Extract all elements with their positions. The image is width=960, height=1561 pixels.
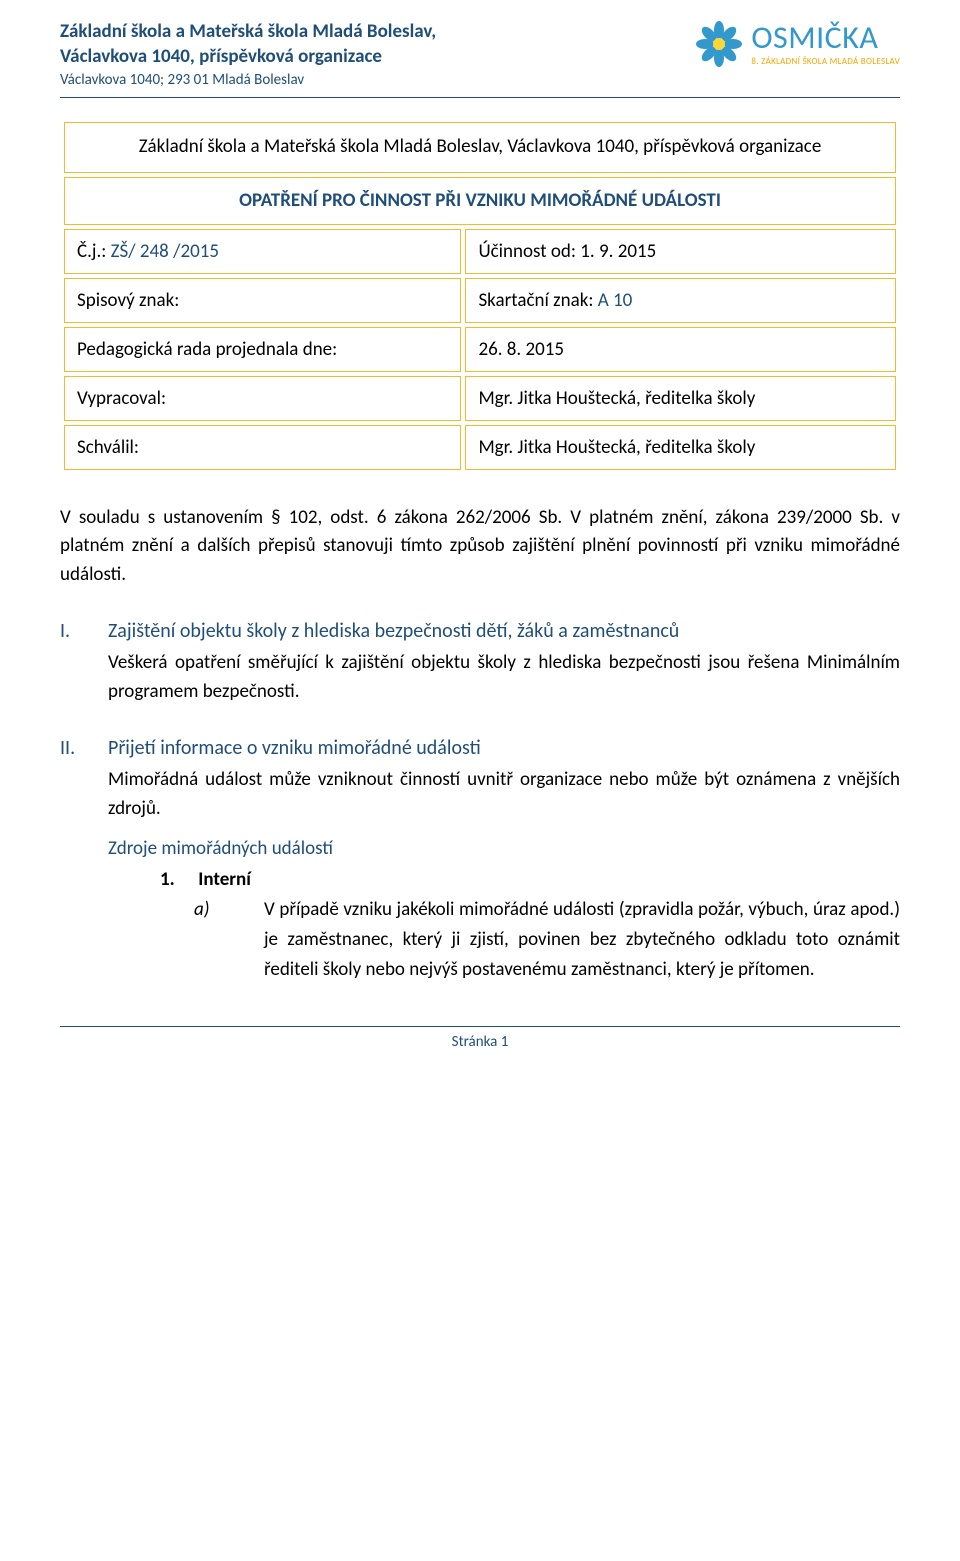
section-1-heading: I. Zajištění objektu školy z hlediska be…	[60, 617, 900, 645]
cj-value: ZŠ/ 248 /2015	[111, 240, 219, 263]
header-logo: OSMIČKA 8. ZÁKLADNÍ ŠKOLA MLADÁ BOLESLAV	[695, 20, 900, 68]
table-row: Vypracoval: Mgr. Jitka Houštecká, ředite…	[64, 376, 896, 421]
header-divider	[60, 97, 900, 98]
header-left: Základní škola a Mateřská škola Mladá Bo…	[60, 20, 695, 89]
sub-list-item: a) V případě vzniku jakékoli mimořádné u…	[194, 895, 900, 986]
list-item: 1. Interní	[160, 866, 900, 895]
section-1: I. Zajištění objektu školy z hlediska be…	[60, 617, 900, 706]
cell-vypracoval: Vypracoval:	[64, 376, 461, 421]
cell-schvalil-value: Mgr. Jitka Houštecká, ředitelka školy	[465, 425, 896, 470]
header-title-line1: Základní škola a Mateřská škola Mladá Bo…	[60, 20, 695, 45]
table-row: Schválil: Mgr. Jitka Houštecká, ředitelk…	[64, 425, 896, 470]
cell-skartacni: Skartační znak: A 10	[465, 278, 896, 323]
cell-ucinnost: Účinnost od: 1. 9. 2015	[465, 229, 896, 274]
section-2-subhead: Zdroje mimořádných událostí	[108, 837, 900, 860]
section-1-title: Zajištění objektu školy z hlediska bezpe…	[108, 617, 900, 645]
section-1-body: Veškerá opatření směřující k zajištění o…	[108, 649, 900, 706]
cell-pedagogicka-value: 26. 8. 2015	[465, 327, 896, 372]
sub-letter: a)	[194, 895, 264, 986]
section-2-title: Přijetí informace o vzniku mimořádné udá…	[108, 734, 900, 762]
logo-sub-text: 8. ZÁKLADNÍ ŠKOLA MLADÁ BOLESLAV	[751, 56, 900, 67]
intro-paragraph: V souladu s ustanovením § 102, odst. 6 z…	[60, 504, 900, 590]
flower-icon	[695, 20, 743, 68]
cell-vypracoval-value: Mgr. Jitka Houštecká, ředitelka školy	[465, 376, 896, 421]
cell-main-title: OPATŘENÍ PRO ČINNOST PŘI VZNIKU MIMOŘÁDN…	[64, 177, 896, 225]
ucinnost-value: 1. 9. 2015	[580, 240, 656, 263]
cell-school-title: Základní škola a Mateřská škola Mladá Bo…	[64, 122, 896, 173]
cell-spisovy: Spisový znak:	[64, 278, 461, 323]
cj-prefix: Č.j.:	[77, 240, 111, 263]
logo-text: OSMIČKA 8. ZÁKLADNÍ ŠKOLA MLADÁ BOLESLAV	[751, 22, 900, 67]
section-2: II. Přijetí informace o vzniku mimořádné…	[60, 734, 900, 986]
section-2-heading: II. Přijetí informace o vzniku mimořádné…	[60, 734, 900, 762]
section-2-body: Mimořádná událost může vzniknout činnost…	[108, 766, 900, 823]
document-info-table: Základní škola a Mateřská škola Mladá Bo…	[60, 118, 900, 473]
list-num: 1.	[160, 866, 194, 895]
section-1-num: I.	[60, 617, 108, 645]
header-title-line2: Václavkova 1040, příspěvková organizace	[60, 45, 695, 70]
page-number: Stránka 1	[60, 1033, 900, 1051]
skartacni-prefix: Skartační znak:	[478, 289, 597, 312]
list-label: Interní	[198, 868, 251, 891]
skartacni-value: A 10	[598, 289, 633, 312]
footer-divider	[60, 1026, 900, 1027]
table-row: Spisový znak: Skartační znak: A 10	[64, 278, 896, 323]
page-header: Základní škola a Mateřská škola Mladá Bo…	[60, 20, 900, 89]
cell-cj: Č.j.: ZŠ/ 248 /2015	[64, 229, 461, 274]
table-row: Č.j.: ZŠ/ 248 /2015 Účinnost od: 1. 9. 2…	[64, 229, 896, 274]
cell-pedagogicka: Pedagogická rada projednala dne:	[64, 327, 461, 372]
table-row: Pedagogická rada projednala dne: 26. 8. …	[64, 327, 896, 372]
ucinnost-prefix: Účinnost od:	[478, 240, 580, 263]
logo-main-text: OSMIČKA	[751, 22, 900, 54]
cell-schvalil: Schválil:	[64, 425, 461, 470]
section-2-num: II.	[60, 734, 108, 762]
header-address: Václavkova 1040; 293 01 Mladá Boleslav	[60, 71, 695, 89]
sub-text: V případě vzniku jakékoli mimořádné udál…	[264, 895, 900, 986]
